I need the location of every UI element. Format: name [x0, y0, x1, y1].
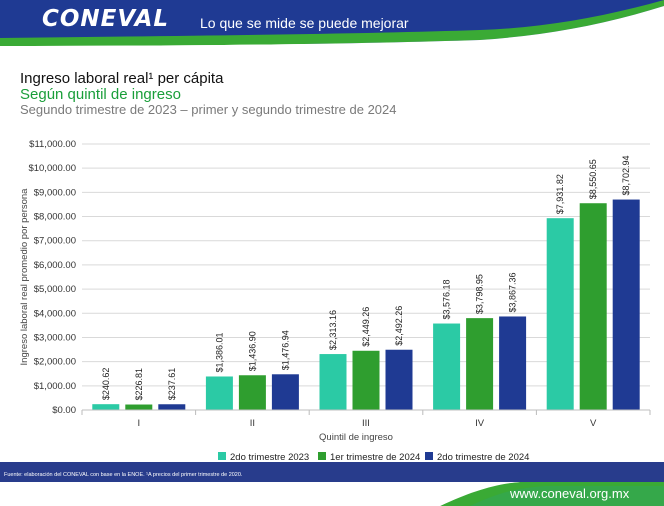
- x-axis-title: Quintil de ingreso: [319, 432, 393, 443]
- data-label: $237.61: [167, 368, 177, 401]
- data-label: $1,436.90: [247, 331, 257, 371]
- bar: [499, 316, 527, 410]
- y-tick-label: $6,000.00: [34, 260, 76, 271]
- bar: [352, 350, 380, 410]
- legend-swatch: [425, 452, 433, 460]
- chart-subtitle: Según quintil de ingreso: [20, 86, 181, 103]
- bar: [125, 404, 153, 410]
- y-tick-label: $0.00: [52, 405, 76, 416]
- x-tick-label: I: [137, 418, 140, 429]
- source-note: Fuente: elaboración del CONEVAL con base…: [4, 472, 243, 478]
- bar: [385, 349, 413, 410]
- bar: [546, 218, 574, 410]
- data-label: $3,798.95: [475, 274, 485, 314]
- y-axis-title: Ingreso laboral real promedio por person…: [19, 188, 30, 366]
- footer-background: [0, 462, 664, 506]
- y-tick-label: $5,000.00: [34, 284, 76, 295]
- chart-period: Segundo trimestre de 2023 – primer y seg…: [20, 102, 397, 117]
- bar: [158, 404, 186, 410]
- y-tick-label: $7,000.00: [34, 236, 76, 247]
- bar: [92, 404, 120, 410]
- data-label: $240.62: [101, 368, 111, 401]
- coneval-logo: CONEVAL: [42, 6, 170, 32]
- data-label: $3,867.36: [508, 272, 518, 312]
- header-slogan: Lo que se mide se puede mejorar: [200, 15, 409, 31]
- header-banner: CONEVAL Lo que se mide se puede mejorar: [0, 0, 664, 62]
- data-label: $8,550.65: [588, 159, 598, 199]
- y-tick-label: $3,000.00: [34, 332, 76, 343]
- x-tick-label: IV: [475, 418, 485, 429]
- x-tick-label: III: [362, 418, 370, 429]
- legend-swatch: [218, 452, 226, 460]
- data-label: $1,476.94: [280, 330, 290, 370]
- legend-label: 2do trimestre 2023: [230, 452, 309, 462]
- data-label: $226.81: [134, 368, 144, 401]
- data-label: $2,313.16: [328, 310, 338, 350]
- y-tick-label: $10,000.00: [28, 163, 76, 174]
- bar: [205, 376, 233, 410]
- y-tick-label: $1,000.00: [34, 381, 76, 392]
- data-label: $7,931.82: [555, 174, 565, 214]
- data-label: $2,449.26: [361, 307, 371, 347]
- y-tick-label: $11,000.00: [29, 139, 76, 150]
- bar: [319, 354, 347, 410]
- chart-title: Ingreso laboral real¹ per cápita: [20, 70, 224, 87]
- x-tick-label: II: [250, 418, 255, 429]
- legend-label: 1er trimestre de 2024: [330, 452, 420, 462]
- bar-chart: $0.00 $1,000.00 $2,000.00 $3,000.00 $4,000.0…: [19, 139, 651, 462]
- website-link[interactable]: www.coneval.org.mx: [510, 486, 630, 501]
- bar: [466, 318, 494, 410]
- bar: [433, 323, 461, 410]
- x-tick-label: V: [590, 418, 597, 429]
- data-label: $8,702.94: [621, 156, 631, 196]
- bar: [238, 375, 266, 410]
- legend-swatch: [318, 452, 326, 460]
- data-label: $2,492.26: [394, 306, 404, 346]
- bar: [612, 199, 640, 410]
- data-label: $1,386.01: [214, 332, 224, 372]
- y-tick-label: $4,000.00: [34, 308, 76, 319]
- data-label: $3,576.18: [442, 279, 452, 319]
- bar: [271, 374, 299, 410]
- header-background: [0, 0, 664, 62]
- bar: [579, 203, 607, 410]
- y-tick-label: $8,000.00: [34, 212, 76, 223]
- legend-label: 2do trimestre de 2024: [437, 452, 529, 462]
- footer-banner: [0, 462, 664, 506]
- y-tick-label: $2,000.00: [34, 357, 76, 368]
- y-tick-label: $9,000.00: [34, 187, 76, 198]
